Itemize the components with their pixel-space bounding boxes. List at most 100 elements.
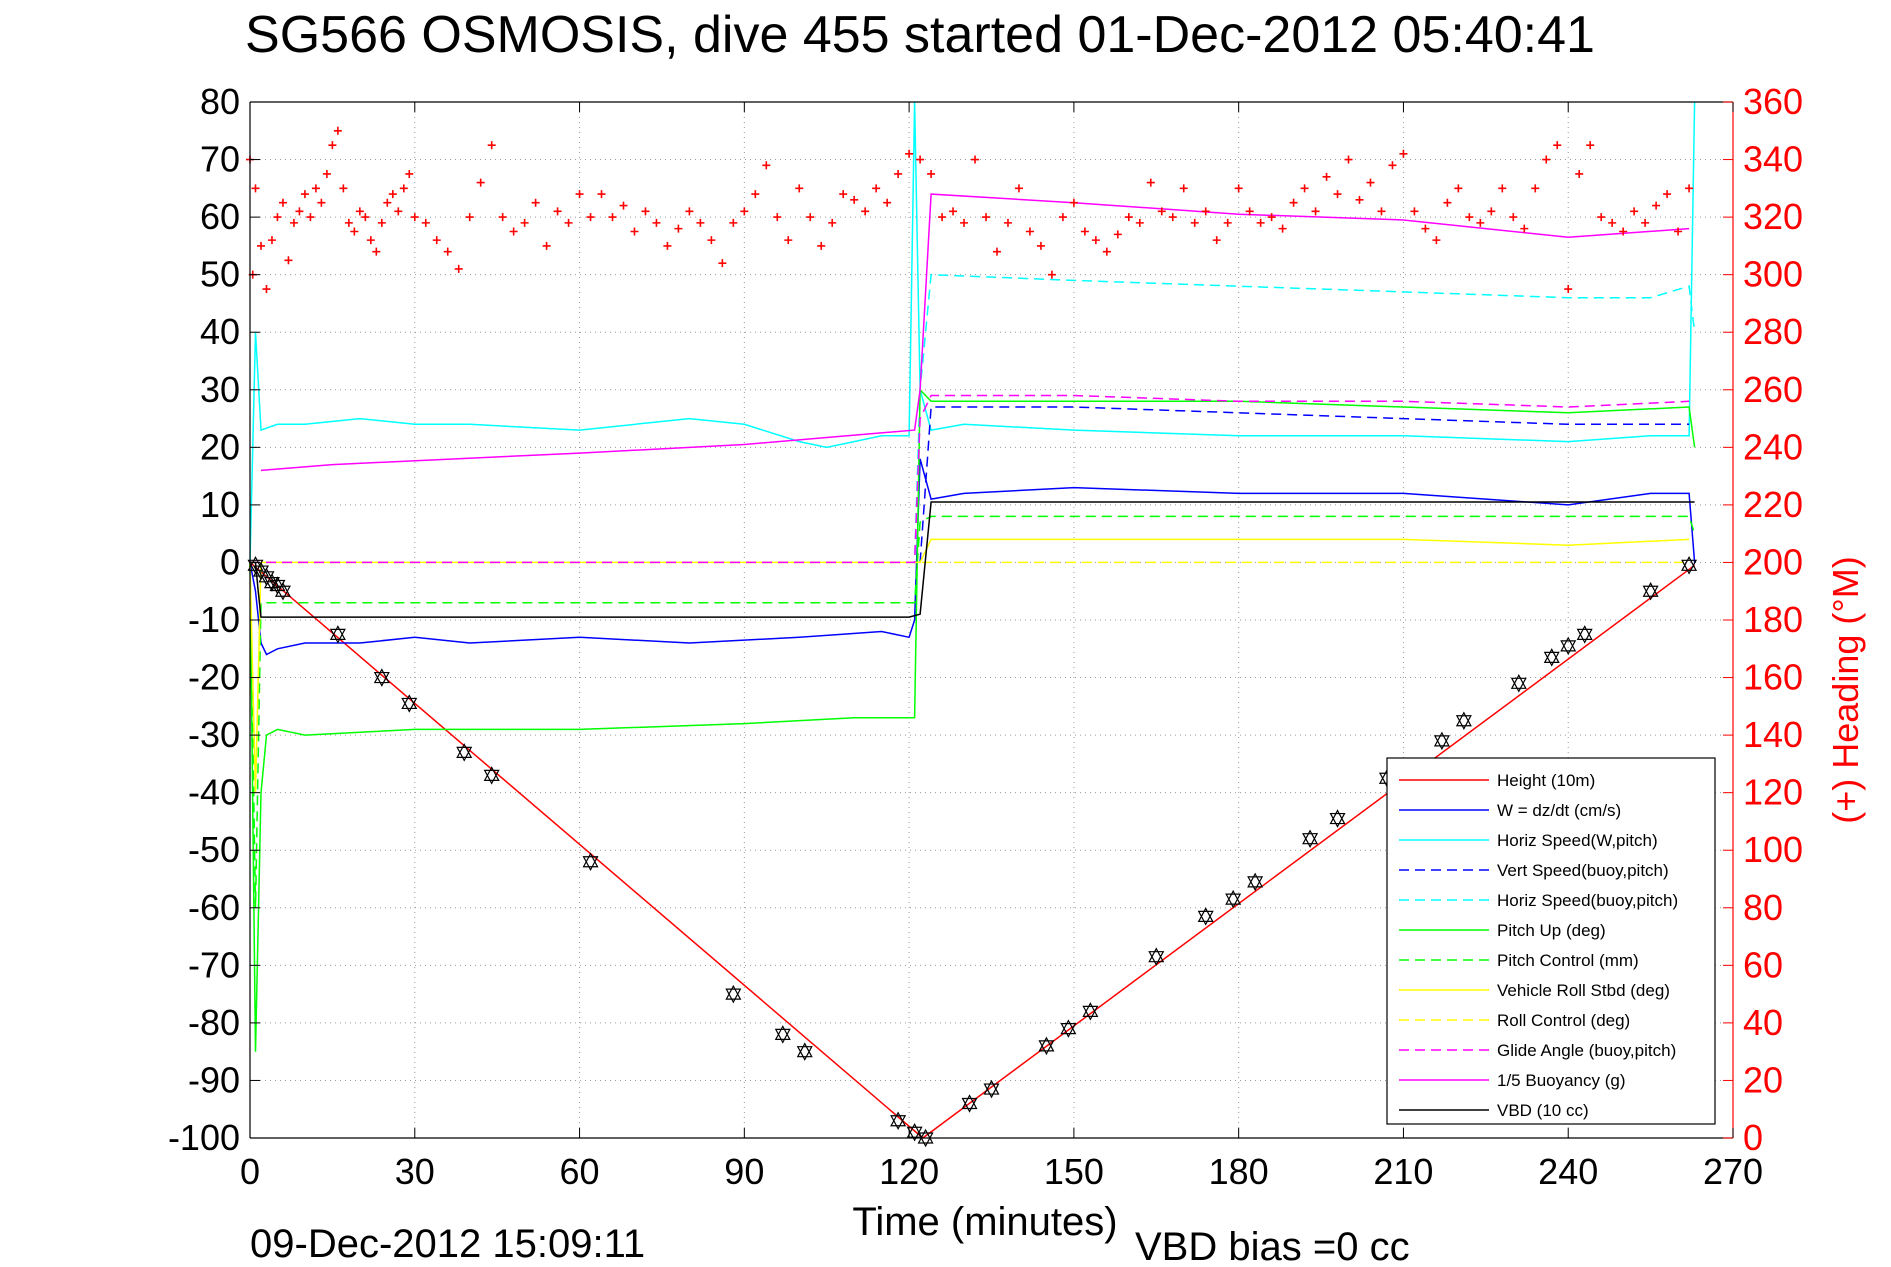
heading-marker	[256, 241, 265, 250]
y2-tick-label: 340	[1743, 139, 1803, 180]
y-tick-label: 30	[200, 369, 240, 410]
heading-marker	[1344, 155, 1353, 164]
series-line	[249, 538, 1690, 793]
heading-marker	[1487, 207, 1496, 216]
y2-tick-label: 40	[1743, 1002, 1783, 1043]
heading-marker	[762, 161, 771, 170]
flag-marker	[890, 1111, 907, 1130]
heading-marker	[306, 213, 315, 222]
heading-marker	[1597, 213, 1606, 222]
heading-marker	[1432, 236, 1441, 245]
flag-marker	[1433, 731, 1450, 751]
heading-marker	[531, 198, 540, 207]
heading-marker	[372, 247, 381, 256]
heading-marker	[1564, 285, 1573, 294]
legend-entry: Horiz Speed(W,pitch)	[1497, 831, 1658, 850]
heading-marker	[1223, 218, 1232, 227]
heading-marker	[1146, 178, 1155, 187]
heading-marker	[1135, 218, 1144, 227]
heading-marker	[284, 256, 293, 265]
heading-marker	[795, 184, 804, 193]
heading-marker	[1399, 149, 1408, 158]
y2-tick-label: 320	[1743, 196, 1803, 237]
heading-marker	[905, 149, 914, 158]
flag-marker	[725, 984, 742, 1004]
legend-entry: 1/5 Buoyancy (g)	[1497, 1071, 1626, 1090]
heading-marker	[938, 213, 947, 222]
flag-marker	[1148, 947, 1165, 966]
x-tick-label: 0	[240, 1151, 260, 1192]
heading-marker	[927, 169, 936, 178]
legend-entry: Glide Angle (buoy,pitch)	[1497, 1041, 1676, 1060]
heading-marker	[608, 213, 617, 222]
heading-marker	[663, 241, 672, 250]
heading-marker	[1388, 161, 1397, 170]
x-tick-label: 30	[395, 1151, 435, 1192]
heading-marker	[388, 190, 397, 199]
heading-marker	[949, 207, 958, 216]
heading-marker	[361, 213, 370, 222]
flag-marker	[1302, 829, 1319, 848]
heading-marker	[971, 155, 980, 164]
flag-marker	[1197, 907, 1214, 926]
y-tick-label: -80	[188, 1002, 240, 1043]
flag-marker	[1576, 625, 1593, 644]
heading-marker	[850, 195, 859, 204]
y2-tick-label: 0	[1743, 1117, 1763, 1158]
legend-entry: Pitch Control (mm)	[1497, 951, 1639, 970]
legend-entry: W = dz/dt (cm/s)	[1497, 801, 1621, 820]
heading-marker	[1278, 224, 1287, 233]
chart-title: SG566 OSMOSIS, dive 455 started 01-Dec-2…	[245, 6, 1595, 64]
heading-marker	[322, 169, 331, 178]
heading-marker	[1410, 207, 1419, 216]
series-line	[250, 501, 1695, 618]
heading-marker	[916, 155, 925, 164]
flag-marker	[1247, 872, 1264, 892]
heading-marker	[432, 236, 441, 245]
heading-marker	[509, 227, 518, 236]
x-tick-label: 60	[560, 1151, 600, 1192]
heading-marker	[652, 218, 661, 227]
heading-marker	[1322, 172, 1331, 181]
x-axis-label: Time (minutes)	[852, 1200, 1117, 1244]
heading-marker	[251, 184, 260, 193]
heading-marker	[267, 236, 276, 245]
flag-marker	[329, 625, 346, 644]
heading-marker	[1256, 218, 1265, 227]
y-tick-label: 10	[200, 484, 240, 525]
heading-marker	[773, 213, 782, 222]
heading-marker	[317, 198, 326, 207]
x-tick-label: 270	[1703, 1151, 1763, 1192]
y-tick-label: 20	[200, 426, 240, 467]
y-tick-label: -20	[188, 657, 240, 698]
footer-timestamp: 09-Dec-2012 15:09:11	[250, 1222, 645, 1262]
heading-marker	[575, 190, 584, 199]
heading-marker	[894, 169, 903, 178]
heading-marker	[1157, 207, 1166, 216]
footer-vbd-bias: VBD bias =0 cc	[1135, 1225, 1410, 1262]
series-line	[249, 101, 1696, 563]
series-line	[249, 515, 1696, 908]
heading-marker	[630, 227, 639, 236]
heading-marker	[377, 218, 386, 227]
heading-marker	[960, 218, 969, 227]
y2-tick-label: 260	[1743, 369, 1803, 410]
y2-tick-label: 240	[1743, 426, 1803, 467]
heading-marker	[454, 264, 463, 273]
flag-marker	[1082, 1002, 1099, 1021]
heading-marker	[1003, 218, 1012, 227]
heading-marker	[872, 184, 881, 193]
heading-marker	[1080, 227, 1089, 236]
flag-marker	[1543, 648, 1560, 667]
y-tick-label: -60	[188, 887, 240, 928]
heading-marker	[1267, 213, 1276, 222]
heading-marker	[1179, 184, 1188, 193]
heading-marker	[597, 190, 606, 199]
legend-box	[1386, 757, 1716, 1125]
heading-marker	[1289, 198, 1298, 207]
y-tick-label: -70	[188, 944, 240, 985]
heading-marker	[1201, 207, 1210, 216]
y2-tick-label: 160	[1743, 657, 1803, 698]
heading-marker	[1234, 184, 1243, 193]
heading-marker	[586, 213, 595, 222]
